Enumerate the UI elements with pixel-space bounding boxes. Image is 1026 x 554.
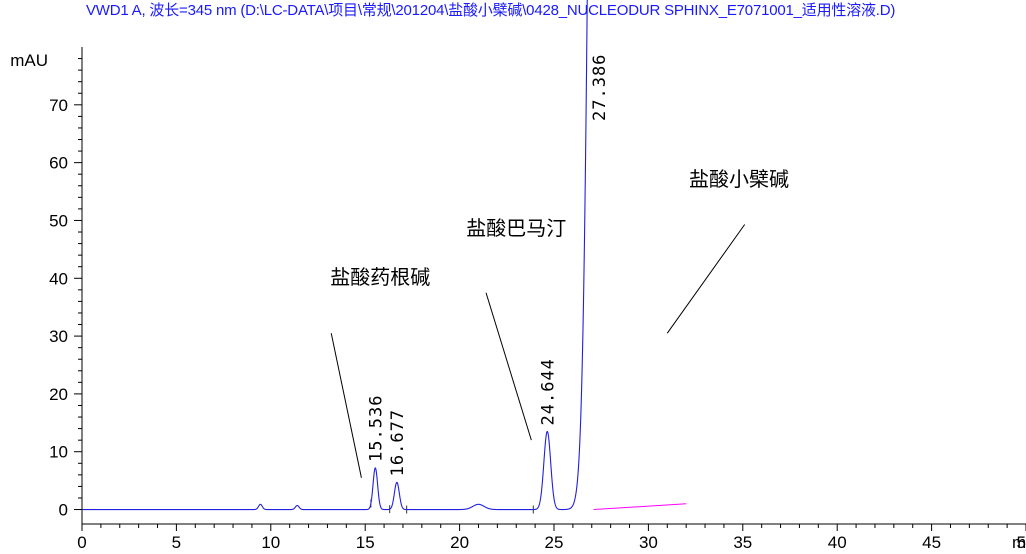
integration-baseline: [593, 503, 687, 511]
peak-label: 15.536: [366, 394, 386, 461]
y-axis-label: mAU: [10, 51, 48, 70]
annotation-label: 盐酸药根碱: [330, 265, 430, 289]
annotation-label: 盐酸巴马汀: [466, 216, 566, 240]
peak-label: 27.386: [590, 54, 610, 121]
x-tick-label: 30: [639, 533, 658, 552]
y-tick-label: 40: [49, 269, 68, 288]
peak-labels-group: 15.536 16.677 24.644 27.386: [366, 54, 610, 477]
peak-label: 16.677: [388, 409, 408, 476]
peak-label: 24.644: [538, 358, 558, 425]
signal-trace: [82, 0, 588, 511]
y-tick-label: 60: [49, 154, 68, 173]
chart-title: VWD1 A, 波长=345 nm (D:\LC-DATA\项目\常规\2012…: [86, 2, 896, 19]
x-tick-label: 0: [77, 533, 86, 552]
x-tick-label: 10: [261, 533, 280, 552]
annotation-leader-line: [666, 224, 746, 334]
y-tick-label: 20: [49, 385, 68, 404]
x-tick-label: 5: [172, 533, 181, 552]
x-tick-label: 35: [733, 533, 752, 552]
annotation-leader-line: [485, 292, 532, 441]
baseline-group: [370, 499, 687, 514]
y-tick-label: 70: [49, 96, 68, 115]
annotations-group: 盐酸药根碱 盐酸巴马汀 盐酸小檗碱: [330, 167, 789, 478]
x-tick-label: 40: [828, 533, 847, 552]
y-tick-label: 0: [59, 501, 68, 520]
x-tick-label: 15: [356, 533, 375, 552]
y-tick-label: 30: [49, 327, 68, 346]
x-axis-unit-label: mi: [1012, 533, 1026, 552]
axes-group: 0 10 20 30 40 50 60 70 0 5 10 15 20 25 30 35 40 45 50: [49, 47, 1026, 552]
y-tick-label: 50: [49, 211, 68, 230]
x-tick-label: 20: [450, 533, 469, 552]
annotation-leader-line: [330, 333, 362, 478]
x-tick-label: 50: [1017, 533, 1026, 552]
x-tick-label: 25: [545, 533, 564, 552]
signal-group: [82, 0, 588, 511]
y-tick-label: 10: [49, 443, 68, 462]
annotation-label: 盐酸小檗碱: [689, 167, 789, 191]
x-tick-label: 45: [922, 533, 941, 552]
